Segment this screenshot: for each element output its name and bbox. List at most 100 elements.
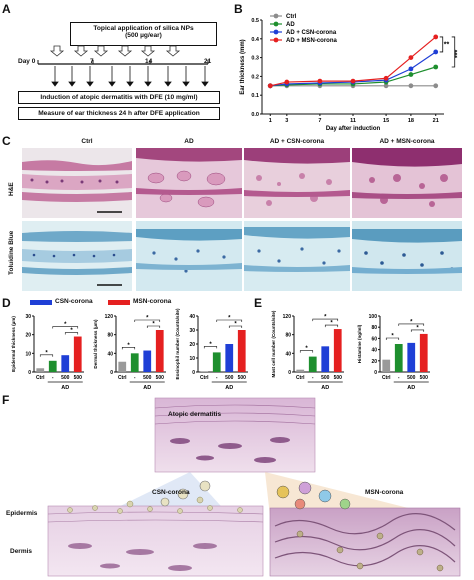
bar (225, 344, 234, 372)
msn-corona-label: MSN-corona (365, 489, 404, 496)
panel-letter-d: D (2, 296, 11, 310)
x-tick-label: Ctrl (118, 375, 127, 381)
column-label-ctrl: Ctrl (81, 138, 93, 145)
bar (308, 356, 317, 372)
data-point (408, 83, 414, 89)
day-7-label: 7 (90, 58, 94, 65)
bar (130, 353, 139, 372)
data-point (408, 55, 414, 60)
data-point (284, 79, 290, 85)
y-tick-label: 60 (371, 336, 377, 342)
y-tick-label: 100 (369, 314, 378, 320)
x-tick-label: Ctrl (200, 375, 209, 381)
y-tick-label: 40 (285, 351, 291, 357)
y-axis-label: Mast cell number (Counts/site) (271, 310, 276, 377)
y-tick-label: 40 (189, 314, 195, 320)
legend-label: AD + MSN-corona (286, 38, 338, 44)
legend-marker (273, 29, 279, 35)
bar (48, 360, 57, 372)
significance-star: * (410, 319, 413, 325)
y-tick-label: 120 (283, 314, 292, 320)
x-tick-label: 500 (61, 375, 70, 381)
significance-star: * (234, 322, 237, 328)
timeline-diagram (37, 45, 209, 87)
x-tick-label: 500 (238, 375, 247, 381)
y-tick-label: 0.5 (251, 18, 259, 24)
bar (237, 330, 246, 372)
y-tick-label: 80 (107, 333, 113, 339)
bar (407, 342, 416, 372)
bar (333, 329, 342, 372)
bar (143, 350, 152, 372)
y-tick-label: 10 (189, 356, 195, 362)
legend-label: AD + CSN-corona (286, 30, 337, 36)
significance-bracket (228, 325, 243, 328)
tb-ctrl-image (22, 221, 132, 291)
significance-star: * (391, 334, 394, 340)
data-point (433, 64, 439, 70)
significance-bracket (385, 337, 400, 340)
significance-bracket (52, 326, 79, 329)
x-tick-label: - (398, 375, 400, 381)
tb-csn-image (244, 221, 350, 291)
tb-ad-image (136, 221, 242, 291)
group-label: AD (407, 385, 415, 391)
legend-swatch-csn (30, 300, 52, 305)
atopic-skin-block (154, 397, 316, 473)
group-label: AD (143, 385, 151, 391)
msn-skin-block (269, 507, 461, 577)
y-tick-label: 0 (374, 370, 377, 376)
significance-bracket (410, 329, 425, 332)
he-msn-image (352, 148, 462, 218)
x-tick-label: 1 (269, 118, 272, 124)
x-tick-label: 3 (285, 118, 288, 124)
x-tick-label: 500 (225, 375, 234, 381)
bar (61, 355, 70, 372)
legend-marker (273, 13, 279, 19)
day-0-label: Day 0 (18, 58, 36, 65)
topical-application-line1: Topical application of silica NPs (93, 25, 194, 32)
y-tick-label: 0.2 (251, 74, 259, 80)
csn-skin-block (47, 505, 264, 577)
y-tick-label: 20 (371, 359, 377, 365)
y-tick-label: 0.1 (251, 93, 259, 99)
x-tick-label: - (216, 375, 218, 381)
y-axis-label: Epidermal thickness (µm) (11, 316, 16, 372)
y-tick-label: 30 (189, 328, 195, 334)
data-point (408, 72, 414, 77)
open-arrow-icon (140, 45, 156, 57)
topical-application-line2: (500 µg/ear) (125, 32, 162, 39)
histamine-bar-chart: 0 20 40 60 80 100 Histamine (ng/ml) Ctrl - 500 500… (357, 314, 430, 391)
x-tick-label: 7 (318, 118, 321, 124)
significance-star: * (64, 322, 67, 328)
x-tick-label: 500 (156, 375, 165, 381)
data-point (317, 78, 323, 84)
panel-letter-c: C (2, 134, 11, 148)
legend-marker (273, 21, 279, 27)
group-label: AD (61, 385, 69, 391)
data-point (267, 83, 273, 89)
significance-star: * (209, 342, 212, 348)
significance-bracket (134, 319, 161, 322)
row-label-he: H&E (8, 182, 15, 196)
x-tick-label: 11 (350, 118, 356, 124)
legend-label-csn: CSN-corona (55, 298, 93, 305)
panel-letter-a: A (2, 2, 11, 16)
y-axis-label: Dermal thickness (µm) (93, 319, 98, 369)
topical-application-box: Topical application of silica NPs (500 µ… (70, 22, 217, 46)
epidermis-label: Epidermis (6, 510, 38, 517)
open-arrow-icon (73, 45, 89, 57)
y-tick-label: 0 (192, 370, 195, 376)
row-label-toluidine: Toluidine Blue (8, 230, 15, 275)
column-label-csn: AD + CSN-corona (269, 138, 325, 145)
x-tick-label: 500 (420, 375, 429, 381)
x-tick-label: - (312, 375, 314, 381)
he-csn-image (244, 148, 350, 218)
x-tick-label: 500 (74, 375, 83, 381)
column-label-ad: AD (184, 138, 194, 145)
bar (382, 359, 391, 372)
significance-star: * (45, 350, 48, 356)
he-ctrl-image (22, 148, 132, 218)
significance-star: * (70, 328, 73, 334)
x-tick-label: - (52, 375, 54, 381)
